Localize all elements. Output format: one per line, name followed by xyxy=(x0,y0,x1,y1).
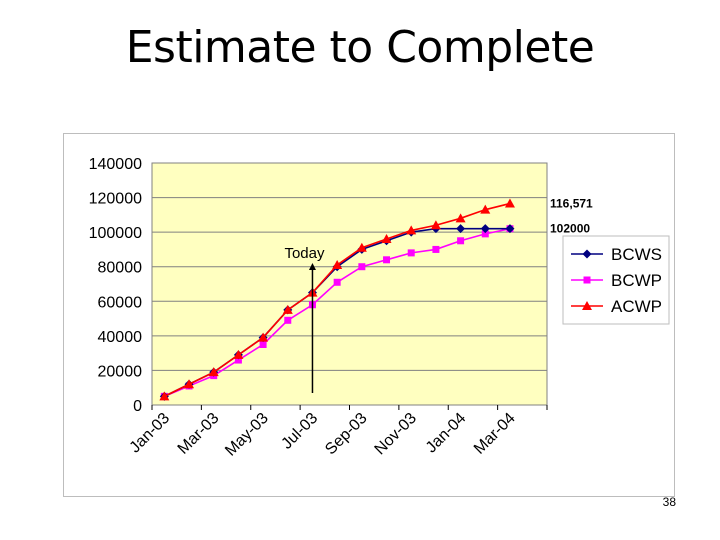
point-triangle xyxy=(184,379,195,389)
y-tick-label: 100000 xyxy=(89,225,142,242)
point-square xyxy=(481,230,489,238)
point-square xyxy=(333,278,341,286)
point-diamond xyxy=(505,224,515,234)
x-tick-label: Jul-03 xyxy=(278,410,321,453)
point-triangle xyxy=(406,225,417,235)
y-tick-label: 140000 xyxy=(89,156,142,173)
end-value-label-acwp: 116,571 xyxy=(550,196,593,210)
legend-item-bcws: BCWS xyxy=(571,245,662,264)
point-triangle xyxy=(582,301,592,310)
plot-area xyxy=(151,162,548,406)
legend-label: ACWP xyxy=(611,297,662,316)
point-triangle xyxy=(356,242,367,252)
point-triangle xyxy=(480,204,491,214)
point-square xyxy=(259,341,267,348)
x-tick-label: Nov-03 xyxy=(372,410,421,459)
y-tick-label: 60000 xyxy=(98,294,143,311)
legend-label: BCWP xyxy=(611,271,662,290)
point-triangle xyxy=(208,367,219,377)
y-tick-label: 20000 xyxy=(98,363,143,380)
point-triangle xyxy=(430,220,441,230)
legend-item-bcwp: BCWP xyxy=(571,271,662,290)
x-tick-label: Jan-04 xyxy=(423,410,470,457)
point-triangle xyxy=(455,213,466,223)
point-square xyxy=(383,256,391,264)
chart-svg: 0 20000 40000 60000 80000 100000 120000 140000 J… xyxy=(89,156,670,460)
x-tick-label: Mar-04 xyxy=(471,410,519,458)
legend-label: BCWS xyxy=(611,245,662,264)
chart-frame: 0 20000 40000 60000 80000 100000 120000 140000 J… xyxy=(63,133,675,497)
point-diamond xyxy=(582,249,592,259)
point-triangle xyxy=(159,391,170,401)
point-square xyxy=(284,316,292,324)
y-tick-label: 80000 xyxy=(98,260,143,277)
x-tick-label: Mar-03 xyxy=(175,410,223,458)
x-tick-label: Jan-03 xyxy=(127,410,174,457)
point-triangle xyxy=(504,198,515,208)
point-triangle xyxy=(282,304,293,314)
point-square xyxy=(583,276,591,284)
legend-item-acwp: ACWP xyxy=(571,297,662,316)
page-number: 38 xyxy=(662,495,676,509)
point-square xyxy=(407,249,415,257)
x-tick-label: Sep-03 xyxy=(322,410,371,459)
y-tick-label: 40000 xyxy=(98,329,143,346)
x-tick-label: May-03 xyxy=(222,410,272,460)
point-diamond xyxy=(456,224,466,234)
point-triangle xyxy=(381,234,392,244)
point-triangle xyxy=(332,259,343,269)
point-triangle xyxy=(233,349,244,359)
end-value-label-bcws: 102000 xyxy=(550,222,590,236)
point-diamond xyxy=(480,224,490,234)
y-tick-label: 0 xyxy=(133,398,142,415)
today-arrow-head xyxy=(308,263,316,270)
point-square xyxy=(234,356,242,364)
point-square xyxy=(358,263,366,271)
point-triangle xyxy=(258,332,269,342)
y-tick-label: 120000 xyxy=(89,191,142,208)
point-square xyxy=(457,237,465,245)
today-label: Today xyxy=(284,245,325,262)
slide-title: Estimate to Complete xyxy=(125,22,595,73)
point-square xyxy=(432,245,440,253)
